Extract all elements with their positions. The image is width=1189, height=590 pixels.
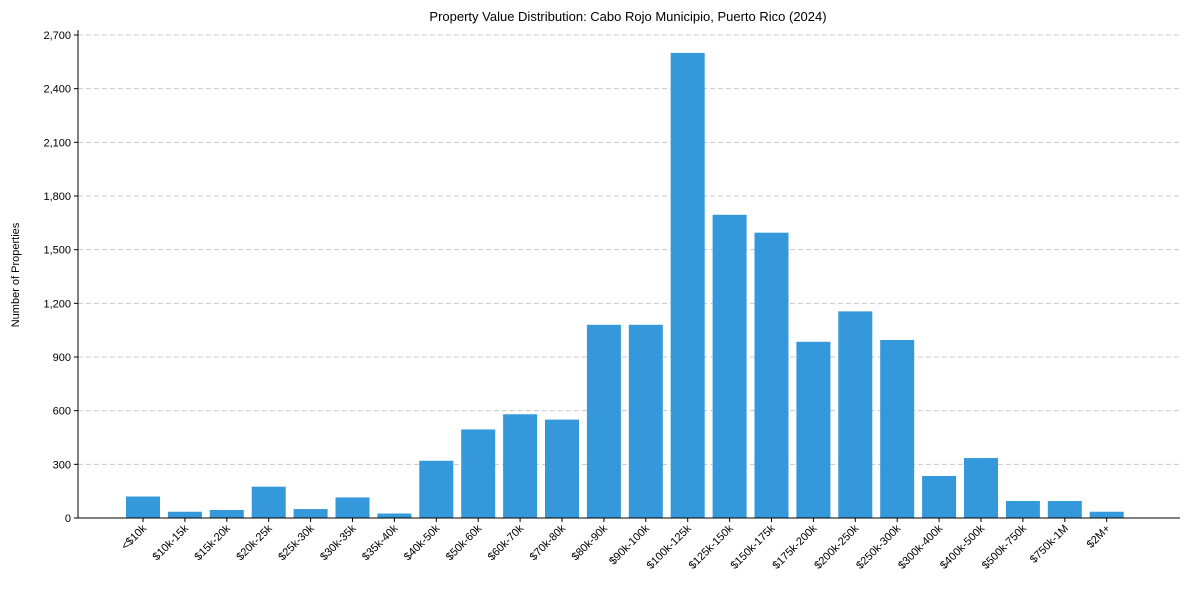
bar (754, 232, 789, 518)
y-tick-label: 900 (53, 352, 71, 364)
x-tick-label: $30k-35k (318, 522, 359, 563)
bar (838, 311, 873, 518)
y-tick-label: 600 (53, 406, 71, 418)
bar (545, 419, 579, 518)
x-tick-label: $40k-50k (402, 522, 443, 563)
y-axis-label: Number of Properties (10, 222, 22, 327)
bar (1089, 511, 1124, 518)
bar (377, 513, 412, 518)
bar (293, 509, 328, 518)
x-tick-label: $500k-750k (980, 522, 1029, 571)
x-tick-label: $90k-100k (607, 522, 652, 567)
y-tick-label: 1,500 (43, 245, 71, 257)
bar (1005, 501, 1040, 518)
x-tick-label: $10k-15k (151, 522, 192, 563)
y-tick-label: 2,400 (43, 84, 71, 96)
bars (126, 52, 1124, 519)
x-tick-label: $50k-60k (444, 522, 485, 563)
bar (461, 429, 496, 518)
x-tick-label: <$10k (119, 522, 149, 552)
y-tick-label: 300 (53, 459, 71, 471)
y-tick-label: 2,700 (43, 30, 71, 42)
x-tick-label: $60k-70k (486, 522, 527, 563)
x-tick-label: $15k-20k (192, 522, 233, 563)
x-tick-label: $70k-80k (528, 522, 569, 563)
x-tick-label: $750k-1M (1028, 523, 1071, 566)
chart-title: Property Value Distribution: Cabo Rojo M… (429, 9, 826, 24)
x-tick-label: $25k-30k (276, 522, 317, 563)
bar (167, 511, 202, 518)
bar (1047, 501, 1082, 518)
x-tick-label: $80k-90k (570, 522, 611, 563)
x-tick-label: $35k-40k (360, 522, 401, 563)
bar (419, 460, 454, 518)
x-tick-label: $2M+ (1085, 523, 1113, 551)
bar (335, 497, 370, 518)
bar (209, 509, 244, 518)
bar (712, 214, 747, 519)
bar (586, 324, 621, 518)
bar (796, 341, 831, 518)
bar (880, 340, 915, 518)
y-tick-label: 1,200 (43, 298, 71, 310)
y-tick-labels: 0 300 600 900 1,200 1,500 1,800 2,100 2,400 2,700 (43, 30, 71, 525)
bar (251, 486, 286, 518)
y-tick-label: 0 (65, 513, 71, 525)
bar (964, 458, 998, 518)
y-tick-label: 1,800 (43, 191, 71, 203)
bar (628, 324, 663, 518)
bar (670, 52, 705, 519)
axes (74, 30, 1180, 522)
x-tick-label: $20k-25k (234, 522, 275, 563)
bar (126, 496, 160, 518)
y-tick-label: 2,100 (43, 137, 71, 149)
x-tick-labels: <$10k $10k-15k $15k-20k $20k-25k $25k-30k $30… (119, 522, 1113, 571)
bar (922, 475, 957, 518)
bar (503, 414, 538, 518)
